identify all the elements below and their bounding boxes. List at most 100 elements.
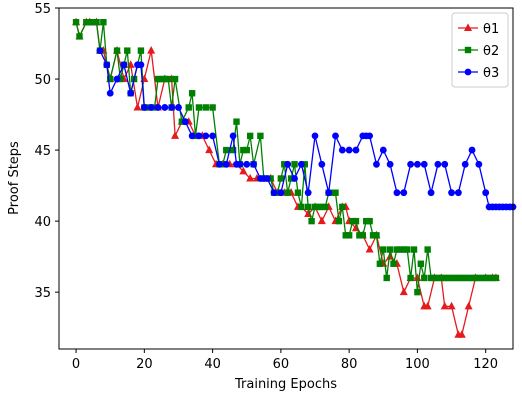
data-point [393,189,401,197]
data-point [239,166,248,175]
data-point [356,232,363,239]
data-point [287,175,295,182]
data-point [383,274,390,282]
data-point [297,160,305,168]
data-point [202,104,209,111]
data-point [188,90,196,97]
data-point [423,301,432,310]
data-point [124,47,131,54]
data-point [154,75,162,83]
data-point [277,189,285,197]
data-point [86,19,93,26]
data-point [386,246,394,253]
y-tick-label: 40 [34,215,51,230]
data-point [223,146,230,154]
data-point [365,244,374,253]
data-point [397,246,404,253]
data-point [137,47,145,54]
x-tick-label: 20 [136,357,153,372]
series-3 [96,47,517,211]
data-point [315,203,322,211]
data-point [147,104,155,111]
data-point [318,203,326,211]
data-point [216,160,223,168]
data-point [195,132,203,140]
data-point [117,75,124,83]
data-point [339,203,346,211]
data-point [345,232,353,239]
data-point [294,189,302,196]
legend-item-1: θ1 [458,22,499,37]
series-2 [72,19,500,296]
data-point [366,217,373,225]
data-point [328,189,336,196]
data-point [168,104,176,111]
data-point [373,232,380,239]
data-point [468,274,476,282]
data-point [342,232,349,239]
data-point [414,160,421,168]
legend: θ1 θ2 θ3 [451,12,509,88]
x-tick-label: 120 [473,357,498,372]
x-tick-label: 0 [72,357,80,372]
data-point [400,246,407,253]
data-point [458,274,465,282]
data-point [464,301,473,310]
data-point [127,89,135,97]
data-point [444,274,452,282]
data-point [359,232,367,239]
data-point [441,160,449,168]
series-line-3 [99,50,513,208]
data-point [424,246,431,253]
data-point [434,274,442,282]
data-point [243,160,251,168]
data-point [352,217,360,225]
data-point [417,260,425,267]
data-point [454,189,462,197]
data-point [479,274,486,282]
data-point [475,274,483,282]
data-point [373,160,380,168]
data-point [457,330,466,338]
data-point [304,203,312,211]
data-point [171,131,180,139]
data-point [195,104,203,111]
data-point [267,175,274,182]
data-point [188,132,196,140]
data-point [461,160,469,168]
y-tick-label: 35 [34,286,51,301]
data-point [301,161,308,168]
data-point [209,132,217,140]
data-point [332,189,339,196]
data-point [202,132,210,140]
data-point [393,246,401,253]
data-point [421,274,428,282]
data-point [414,288,421,296]
data-point [106,89,114,97]
data-point [229,146,237,154]
data-point [120,61,128,69]
data-point [451,274,459,282]
data-point [475,160,483,168]
data-point [420,160,428,168]
data-point [332,132,339,140]
data-point [379,146,387,154]
data-point [322,203,329,211]
data-point [137,61,145,69]
y-tick-label: 45 [34,144,51,159]
legend-label: θ3 [483,66,499,81]
data-point [369,232,377,239]
data-point [140,104,148,111]
series-marks [72,17,517,338]
data-point [298,203,305,211]
y-tick-label: 55 [34,2,51,17]
data-point [427,189,435,197]
data-point [441,274,448,282]
data-point [233,118,240,125]
data-point [158,75,165,83]
data-point [93,19,100,26]
data-point [89,19,97,26]
data-point [113,75,121,83]
data-point [345,146,353,154]
